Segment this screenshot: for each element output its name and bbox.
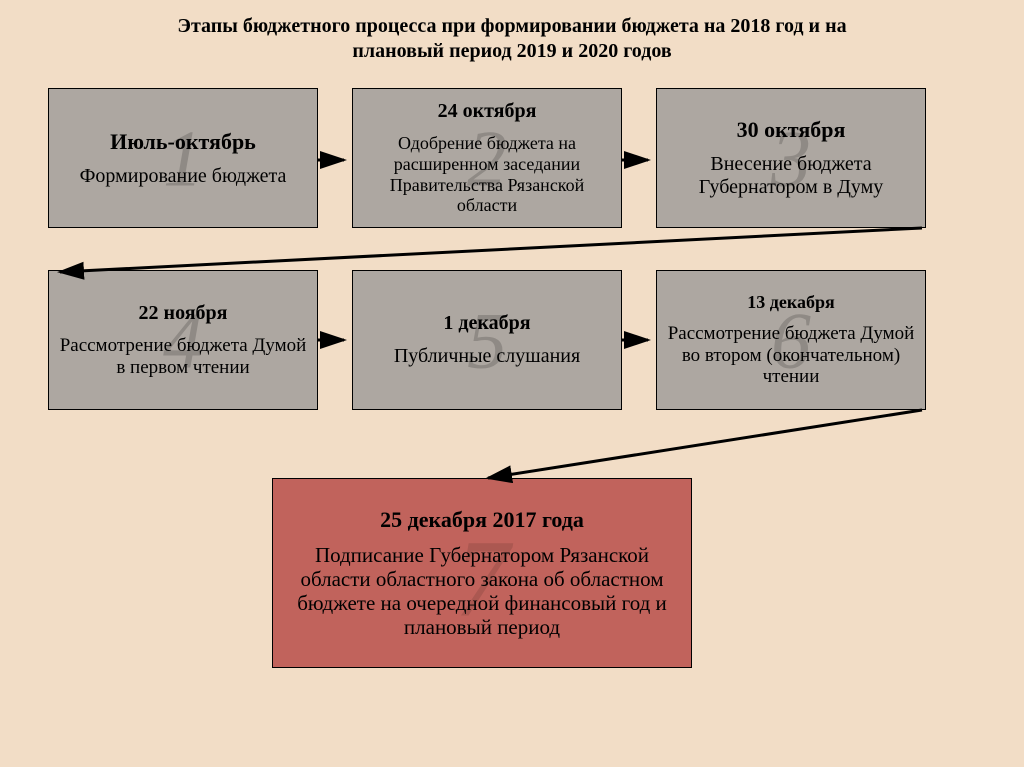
stage-2-desc: Одобрение бюджета на расширенном заседан… — [361, 133, 613, 216]
stage-1-box: 1 Июль-октябрь Формирование бюджета — [48, 88, 318, 228]
stage-3-box: 3 30 октября Внесение бюджета Губернатор… — [656, 88, 926, 228]
stage-5-desc: Публичные слушания — [394, 345, 580, 368]
stage-7-final-box: 7 25 декабря 2017 года Подписание Губерн… — [272, 478, 692, 668]
stage-6-date: 13 декабря — [747, 292, 834, 313]
stage-3-date: 30 октября — [737, 117, 846, 143]
stage-6-box: 6 13 декабря Рассмотрение бюджета Думой … — [656, 270, 926, 410]
stage-7-date: 25 декабря 2017 года — [380, 507, 584, 533]
stage-2-box: 2 24 октября Одобрение бюджета на расшир… — [352, 88, 622, 228]
flowchart-canvas: Этапы бюджетного процесса при формирован… — [0, 0, 1024, 767]
stage-1-desc: Формирование бюджета — [80, 165, 287, 188]
title-line-2: плановый период 2019 и 2020 годов — [352, 40, 671, 62]
chart-title: Этапы бюджетного процесса при формирован… — [0, 14, 1024, 64]
title-line-1: Этапы бюджетного процесса при формирован… — [177, 15, 846, 37]
stage-6-desc: Рассмотрение бюджета Думой во втором (ок… — [665, 323, 917, 389]
stage-3-desc: Внесение бюджета Губернатором в Думу — [665, 153, 917, 199]
stage-5-date: 1 декабря — [443, 312, 530, 335]
stage-2-date: 24 октября — [438, 100, 537, 123]
stage-4-date: 22 ноября — [139, 302, 228, 325]
stage-5-box: 5 1 декабря Публичные слушания — [352, 270, 622, 410]
stage-7-desc: Подписание Губернатором Рязанской област… — [281, 543, 683, 640]
stage-4-box: 4 22 ноября Рассмотрение бюджета Думой в… — [48, 270, 318, 410]
stage-1-date: Июль-октябрь — [110, 129, 256, 155]
stage-4-desc: Рассмотрение бюджета Думой в первом чтен… — [57, 335, 309, 379]
